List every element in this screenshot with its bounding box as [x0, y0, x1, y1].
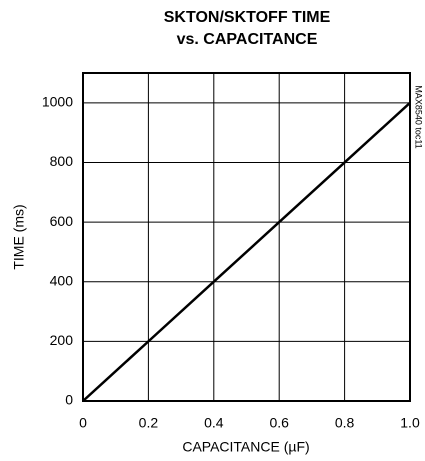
- y-tick-label: 600: [50, 213, 74, 229]
- chart-title: vs. CAPACITANCE: [177, 31, 318, 48]
- x-tick-label: 0.4: [204, 415, 224, 431]
- x-tick-label: 0.2: [139, 415, 159, 431]
- y-tick-label: 400: [50, 272, 74, 288]
- chart-title: SKTON/SKTOFF TIME: [164, 9, 331, 26]
- y-tick-label: 200: [50, 332, 74, 348]
- plot-frame: [82, 72, 411, 402]
- x-tick-label: 1.0: [400, 415, 420, 431]
- y-tick-label: 0: [65, 392, 73, 408]
- y-tick-label: 800: [50, 153, 74, 169]
- x-tick-label: 0.8: [335, 415, 355, 431]
- x-axis-label: CAPACITANCE (µF): [182, 439, 309, 455]
- x-tick-label: 0: [79, 415, 87, 431]
- data-line: [82, 101, 411, 402]
- x-tick-label: 0.6: [269, 415, 289, 431]
- annotation: MAX8540 toc11: [414, 85, 424, 148]
- y-tick-label: 1000: [42, 94, 73, 110]
- y-axis-label: TIME (ms): [11, 204, 27, 269]
